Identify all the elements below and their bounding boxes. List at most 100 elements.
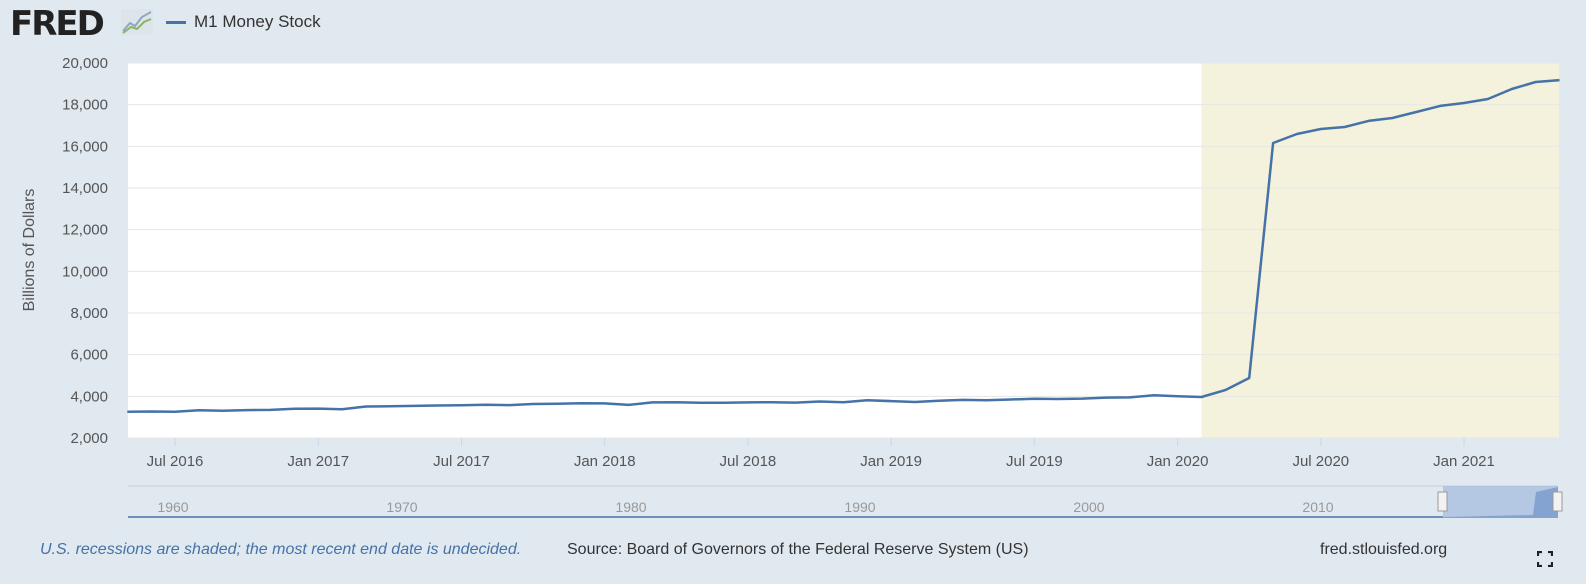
- data-point[interactable]: [1222, 387, 1228, 393]
- navigator-label: 2010: [1302, 499, 1333, 515]
- chart-line-icon: [121, 9, 153, 35]
- data-point[interactable]: [1533, 79, 1539, 85]
- y-tick-label: 10,000: [62, 263, 108, 280]
- y-tick-label: 6,000: [70, 347, 108, 364]
- series-line[interactable]: [127, 78, 1560, 414]
- data-point[interactable]: [721, 400, 727, 406]
- data-point[interactable]: [745, 399, 751, 405]
- data-point[interactable]: [1461, 100, 1467, 106]
- data-point[interactable]: [530, 401, 536, 407]
- x-tick-label: Jul 2017: [433, 453, 490, 470]
- data-point[interactable]: [1509, 86, 1515, 92]
- x-tick-label: Jan 2021: [1433, 453, 1495, 470]
- data-point[interactable]: [1270, 140, 1276, 146]
- data-point[interactable]: [172, 409, 178, 415]
- fullscreen-icon[interactable]: [1537, 551, 1553, 567]
- y-tick-label: 14,000: [62, 180, 108, 197]
- data-point[interactable]: [1485, 96, 1491, 102]
- x-tick-label: Jul 2016: [147, 453, 204, 470]
- data-point[interactable]: [268, 407, 274, 413]
- navigator-label: 1960: [157, 499, 188, 515]
- data-point[interactable]: [411, 403, 417, 409]
- data-point[interactable]: [1198, 394, 1204, 400]
- data-point[interactable]: [1437, 103, 1443, 109]
- data-point[interactable]: [458, 402, 464, 408]
- data-point[interactable]: [1079, 396, 1085, 402]
- data-point[interactable]: [984, 397, 990, 403]
- data-point[interactable]: [1318, 126, 1324, 132]
- site-link[interactable]: fred.stlouisfed.org: [1320, 541, 1448, 558]
- data-point[interactable]: [1175, 393, 1181, 399]
- data-point[interactable]: [196, 407, 202, 413]
- data-point[interactable]: [1151, 392, 1157, 398]
- data-point[interactable]: [244, 407, 250, 413]
- data-point[interactable]: [578, 400, 584, 406]
- navigator-label: 1970: [386, 499, 417, 515]
- data-point[interactable]: [1055, 396, 1061, 402]
- data-point[interactable]: [1366, 118, 1372, 124]
- data-point[interactable]: [1294, 131, 1300, 137]
- x-tick-label: Jul 2020: [1292, 453, 1349, 470]
- data-point[interactable]: [1031, 396, 1037, 402]
- source-text: Source: Board of Governors of the Federa…: [567, 541, 1029, 558]
- data-point[interactable]: [673, 399, 679, 405]
- fred-logo[interactable]: FRED: [10, 4, 105, 44]
- legend-item[interactable]: M1 Money Stock: [166, 12, 321, 32]
- data-point[interactable]: [817, 399, 823, 405]
- data-point[interactable]: [626, 402, 632, 408]
- data-point[interactable]: [1413, 109, 1419, 115]
- y-tick-label: 18,000: [62, 97, 108, 114]
- data-point[interactable]: [1246, 375, 1252, 381]
- data-point[interactable]: [339, 406, 345, 412]
- data-point[interactable]: [291, 406, 297, 412]
- data-point[interactable]: [864, 397, 870, 403]
- x-tick-label: Jul 2019: [1006, 453, 1063, 470]
- data-point[interactable]: [554, 401, 560, 407]
- data-point[interactable]: [148, 409, 154, 415]
- navigator-series-selected: [1443, 487, 1558, 518]
- data-point[interactable]: [936, 398, 942, 404]
- y-tick-label: 2,000: [70, 430, 108, 447]
- x-tick-label: Jan 2018: [574, 453, 636, 470]
- y-tick-label: 20,000: [62, 55, 108, 72]
- data-point[interactable]: [649, 399, 655, 405]
- x-tick-label: Jul 2018: [720, 453, 777, 470]
- data-point[interactable]: [220, 408, 226, 414]
- navigator[interactable]: 1960 1970 1980 1990 2000 2010: [128, 485, 1563, 518]
- data-point[interactable]: [793, 400, 799, 406]
- data-point[interactable]: [387, 403, 393, 409]
- data-point[interactable]: [506, 402, 512, 408]
- navigator-label: 2000: [1073, 499, 1104, 515]
- y-tick-label: 16,000: [62, 138, 108, 155]
- data-point[interactable]: [1557, 77, 1563, 83]
- data-point[interactable]: [1342, 124, 1348, 130]
- navigator-handle-left[interactable]: [1437, 491, 1448, 512]
- data-point[interactable]: [960, 397, 966, 403]
- legend-label: M1 Money Stock: [194, 12, 321, 31]
- navigator-handle-right[interactable]: [1552, 491, 1563, 512]
- data-point[interactable]: [1389, 115, 1395, 121]
- data-point[interactable]: [840, 399, 846, 405]
- data-point[interactable]: [697, 400, 703, 406]
- y-axis-label: Billions of Dollars: [21, 189, 38, 312]
- data-point[interactable]: [435, 403, 441, 409]
- data-point[interactable]: [1103, 395, 1109, 401]
- data-point[interactable]: [912, 399, 918, 405]
- data-point[interactable]: [124, 409, 130, 415]
- legend-line-swatch: [166, 20, 186, 24]
- data-point[interactable]: [888, 398, 894, 404]
- recession-note: U.S. recessions are shaded; the most rec…: [40, 541, 522, 558]
- navigator-label: 1990: [844, 499, 875, 515]
- data-point[interactable]: [315, 406, 321, 412]
- data-point[interactable]: [602, 400, 608, 406]
- navigator-label: 1980: [615, 499, 646, 515]
- x-tick-label: Jan 2019: [860, 453, 922, 470]
- data-point[interactable]: [1007, 396, 1013, 402]
- y-tick-label: 8,000: [70, 305, 108, 322]
- data-point[interactable]: [482, 402, 488, 408]
- data-point[interactable]: [363, 404, 369, 410]
- data-point[interactable]: [769, 399, 775, 405]
- data-point[interactable]: [1127, 394, 1133, 400]
- x-tick-label: Jan 2017: [287, 453, 349, 470]
